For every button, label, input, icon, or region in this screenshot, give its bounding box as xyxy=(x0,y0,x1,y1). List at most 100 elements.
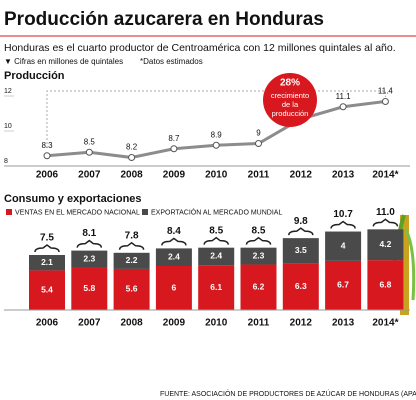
legend-swatch xyxy=(142,209,148,215)
x-tick-label: 2010 xyxy=(205,170,228,181)
x-tick-label: 2009 xyxy=(163,170,186,181)
x-tick-label: 2007 xyxy=(78,170,101,181)
bar-segment xyxy=(71,250,108,268)
bar-segment xyxy=(29,255,65,271)
point xyxy=(212,141,220,149)
subtitle: Honduras es el cuarto productor de Centr… xyxy=(4,42,396,54)
value-label: 8.2 xyxy=(126,143,138,152)
annotation-value: 28% xyxy=(280,78,300,89)
value-label: 2.3 xyxy=(253,250,265,260)
value-label: 2.2 xyxy=(126,255,138,265)
point xyxy=(170,145,178,153)
bar-segment xyxy=(71,267,108,310)
value-label: 2.4 xyxy=(210,251,222,261)
x-tick-label: 2008 xyxy=(120,318,143,329)
value-label: 5.6 xyxy=(126,284,138,294)
bar-segment xyxy=(198,247,235,266)
chart-title: Producción xyxy=(4,70,65,82)
total-label: 8.1 xyxy=(82,228,96,239)
value-label: 6.1 xyxy=(210,282,222,292)
total-bracket xyxy=(34,244,60,253)
value-label: 6.7 xyxy=(337,280,349,290)
legend-label: EXPORTACIÓN AL MERCADO MUNDIAL xyxy=(151,207,282,216)
annotation-text: crecimiento de la producción xyxy=(271,91,309,118)
bar-segment xyxy=(113,252,150,269)
total-bracket xyxy=(118,241,145,250)
value-label: 6 xyxy=(172,282,177,292)
bar-segment xyxy=(367,260,404,310)
note: ▼ Cifras en millones de quintales xyxy=(4,57,123,66)
y-tick-label: 12 xyxy=(4,88,12,95)
bar-segment xyxy=(282,263,319,310)
x-tick-label: 2006 xyxy=(36,318,59,329)
x-tick-label: 2012 xyxy=(290,318,313,329)
x-tick-label: 2012 xyxy=(290,170,313,181)
total-label: 7.5 xyxy=(40,233,54,244)
bar-segment xyxy=(367,229,404,261)
value-label: 8.7 xyxy=(168,134,180,143)
point xyxy=(381,98,389,105)
bracket-line xyxy=(46,90,386,148)
y-tick-label: 10 xyxy=(4,123,12,130)
value-label: 2.3 xyxy=(83,253,95,263)
x-tick-label: 2010 xyxy=(205,318,228,329)
total-bracket xyxy=(372,218,399,227)
legend-label: VENTAS EN EL MERCADO NACIONAL xyxy=(15,209,140,216)
total-label: 8.5 xyxy=(209,225,223,236)
bar-segment xyxy=(325,231,362,261)
value-label: 11.4 xyxy=(378,87,394,96)
total-bracket xyxy=(288,227,314,236)
value-label: 2.1 xyxy=(41,257,53,267)
value-label: 6.8 xyxy=(379,279,391,289)
point xyxy=(128,154,136,161)
x-tick-label: 2011 xyxy=(248,318,270,329)
x-tick-label: 2014* xyxy=(372,170,398,181)
point xyxy=(255,140,262,147)
value-label: 6.2 xyxy=(253,282,265,292)
total-label: 7.8 xyxy=(125,230,139,241)
total-bracket xyxy=(330,220,356,229)
value-label: 5.4 xyxy=(41,284,53,294)
bar-segment xyxy=(113,268,150,310)
point xyxy=(85,148,93,156)
total-label: 9.8 xyxy=(294,216,308,227)
bar-segment xyxy=(325,260,362,310)
total-bracket xyxy=(161,237,187,246)
x-tick-label: 2011 xyxy=(248,170,270,181)
value-label: 8.3 xyxy=(41,141,53,150)
x-tick-label: 2009 xyxy=(163,318,186,329)
value-label: 6.3 xyxy=(295,281,307,291)
total-label: 8.4 xyxy=(167,226,181,237)
total-bracket xyxy=(76,239,103,248)
bar-segment xyxy=(155,266,192,310)
bar-segment xyxy=(29,270,65,310)
point xyxy=(339,103,347,111)
annotation-badge xyxy=(263,73,317,127)
value-label: 4 xyxy=(341,240,346,250)
value-label: 8.5 xyxy=(84,137,96,146)
value-label: 11.1 xyxy=(336,92,352,101)
bar-segment xyxy=(240,247,277,265)
x-tick-label: 2008 xyxy=(120,170,143,181)
note: *Datos estimados xyxy=(140,57,203,66)
chart-title: Consumo y exportaciones xyxy=(4,193,142,205)
legend-swatch xyxy=(6,209,12,215)
value-label: 3.5 xyxy=(295,245,307,255)
value-label: 9 xyxy=(256,129,261,138)
bar-segment xyxy=(198,265,235,310)
x-tick-label: 2013 xyxy=(332,170,355,181)
bar-segment xyxy=(282,238,319,264)
x-tick-label: 2007 xyxy=(78,318,101,329)
x-tick-label: 2014* xyxy=(372,318,398,329)
x-tick-label: 2013 xyxy=(332,318,355,329)
total-bracket xyxy=(203,236,229,245)
value-label: 5.8 xyxy=(83,283,95,293)
value-label: 8.9 xyxy=(211,130,223,139)
title: Producción azucarera en Honduras xyxy=(4,9,324,30)
total-bracket xyxy=(245,236,272,245)
value-label: 4.2 xyxy=(379,239,391,249)
x-tick-label: 2006 xyxy=(36,170,59,181)
total-label: 10.7 xyxy=(333,209,353,220)
